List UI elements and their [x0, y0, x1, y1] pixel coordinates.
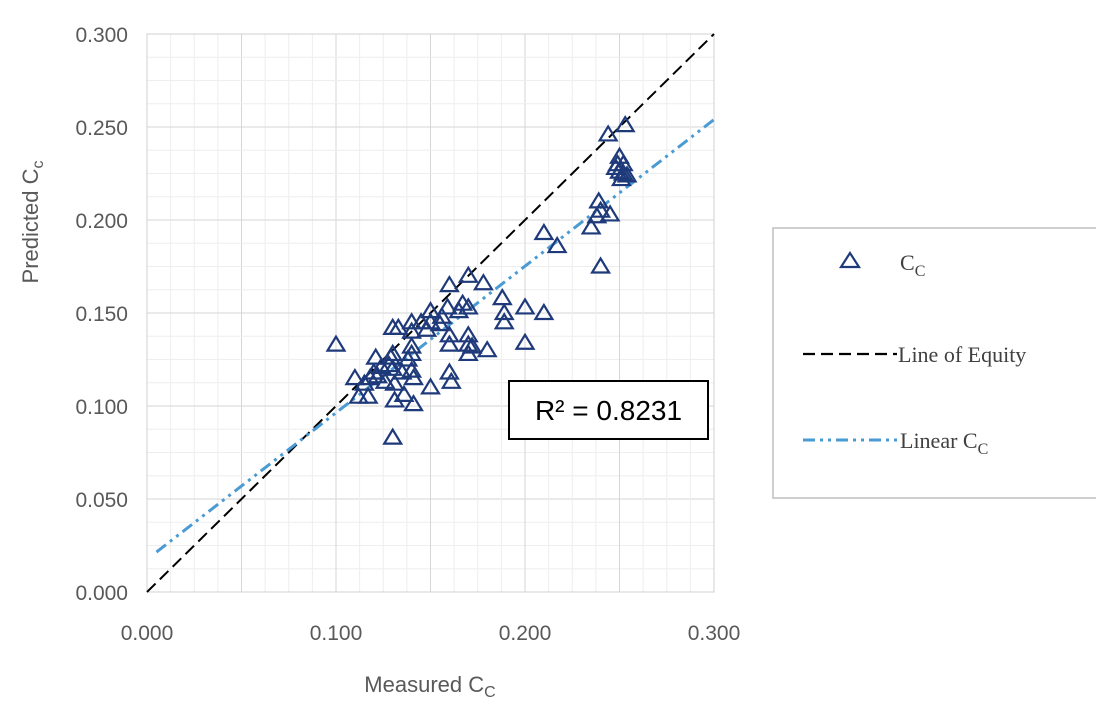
data-point-triangle [382, 427, 404, 445]
y-tick-label: 0.000 [75, 582, 128, 605]
data-point-triangle [590, 256, 612, 274]
legend-label-cc: CC [900, 250, 925, 280]
data-point-triangle [614, 115, 636, 133]
data-point-triangle [461, 336, 483, 354]
y-tick-label: 0.300 [75, 24, 128, 47]
data-point-triangle [616, 165, 638, 183]
x-tick-label: 0.100 [310, 622, 363, 645]
legend-label-line-of-equity: Line of Equity [898, 342, 1026, 367]
data-point-triangle [491, 288, 513, 306]
y-tick-label: 0.150 [75, 303, 128, 326]
data-point-triangle [599, 204, 621, 222]
x-tick-label: 0.000 [121, 622, 174, 645]
data-point-triangle [431, 306, 453, 324]
data-point-triangle [384, 373, 406, 391]
data-point-triangle [401, 343, 423, 362]
legend: CC Line of Equity Linear CC [772, 227, 1096, 499]
data-point-triangle [367, 366, 389, 384]
data-point-triangle [612, 163, 634, 181]
data-point-triangle [403, 367, 424, 386]
data-point-triangle [612, 154, 634, 172]
plot-area-frame [146, 33, 715, 593]
data-point-triangle [457, 334, 479, 352]
data-point-triangle [384, 390, 406, 408]
data-point-triangle [514, 332, 536, 350]
y-tick-label: 0.050 [75, 489, 128, 512]
data-point-triangle [357, 386, 379, 404]
data-point-triangle [438, 274, 460, 293]
data-point-triangle [401, 360, 423, 378]
data-point-triangle [457, 297, 479, 315]
r2-label: R² = 0.8231 [535, 395, 682, 426]
y-tick-label: 0.100 [75, 396, 128, 419]
y-tick-label: 0.250 [75, 117, 128, 140]
data-point-triangle [580, 217, 602, 235]
data-point-triangle [590, 200, 612, 218]
data-point-triangle [476, 340, 498, 358]
data-point-triangle [438, 334, 460, 352]
legend-entry-cc: CC [838, 250, 925, 280]
data-point-triangle [420, 377, 441, 395]
legend-label-linear-cc: Linear CC [900, 428, 988, 458]
data-points [325, 115, 638, 445]
data-point-triangle [493, 302, 515, 321]
legend-entry-linear-cc: Linear CC [803, 428, 988, 458]
data-point-triangle [370, 356, 392, 375]
x-tick-label: 0.200 [499, 622, 552, 645]
y-tick-label: 0.200 [75, 210, 128, 233]
x-tick-label: 0.300 [688, 622, 741, 645]
data-point-triangle [457, 265, 479, 283]
data-point-triangle [546, 235, 568, 254]
data-point-triangle [610, 168, 632, 187]
data-point-triangle [440, 371, 462, 389]
data-point-triangle [401, 336, 423, 354]
data-point-triangle [533, 302, 555, 321]
y-axis-ticks: 0.000 0.050 0.100 0.150 0.200 0.250 0.300 [75, 24, 128, 605]
data-point-triangle [325, 334, 347, 352]
data-point-triangle [365, 347, 387, 365]
r2-box [508, 380, 709, 440]
data-point-triangle [493, 312, 515, 330]
x-axis-ticks: 0.000 0.100 0.200 0.300 [121, 622, 741, 645]
data-point-triangle [374, 371, 396, 389]
data-point-triangle [514, 297, 536, 315]
legend-triangle-marker [838, 250, 862, 269]
y-axis-title: Predicted Cc [18, 161, 47, 284]
data-point-triangle [403, 394, 424, 412]
data-point-triangle [393, 384, 415, 402]
data-point-triangle [387, 317, 409, 335]
data-point-triangle [457, 325, 479, 343]
linear-trendline [155, 118, 715, 554]
data-point-triangle [597, 124, 619, 142]
legend-entry-line-of-equity: Line of Equity [803, 342, 1026, 367]
x-axis-title: Measured CC [364, 672, 495, 701]
legend-box [772, 227, 1096, 499]
data-point-triangle [382, 358, 404, 376]
data-point-triangle [533, 222, 555, 241]
data-point-triangle [420, 301, 441, 319]
data-point-triangle [437, 297, 458, 315]
data-point-triangle [472, 273, 494, 291]
data-point-triangle [363, 362, 385, 380]
r2-annotation: R² = 0.8231 [508, 380, 709, 440]
data-point-triangle [438, 325, 460, 343]
data-point-triangle [344, 367, 366, 386]
